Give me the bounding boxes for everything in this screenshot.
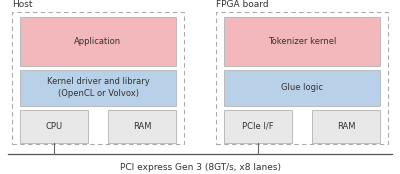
Text: PCI express Gen 3 (8GT/s, x8 lanes): PCI express Gen 3 (8GT/s, x8 lanes) bbox=[120, 163, 280, 172]
Text: Kernel driver and library
(OpenCL or Volvox): Kernel driver and library (OpenCL or Vol… bbox=[47, 77, 149, 98]
Bar bbox=[312, 110, 380, 143]
Bar bbox=[12, 12, 184, 144]
Text: FPGA board: FPGA board bbox=[216, 0, 269, 9]
Bar bbox=[20, 70, 176, 106]
Text: Tokenizer kernel: Tokenizer kernel bbox=[268, 37, 336, 46]
Text: Host: Host bbox=[12, 0, 32, 9]
Bar bbox=[108, 110, 176, 143]
Bar bbox=[224, 70, 380, 106]
Text: PCIe I/F: PCIe I/F bbox=[242, 122, 274, 131]
Text: RAM: RAM bbox=[133, 122, 151, 131]
Bar bbox=[224, 110, 292, 143]
Text: RAM: RAM bbox=[337, 122, 355, 131]
Bar bbox=[224, 17, 380, 66]
Bar bbox=[20, 17, 176, 66]
Bar bbox=[20, 110, 88, 143]
Bar bbox=[216, 12, 388, 144]
Text: Glue logic: Glue logic bbox=[281, 83, 323, 92]
Text: CPU: CPU bbox=[46, 122, 62, 131]
Text: Application: Application bbox=[74, 37, 122, 46]
